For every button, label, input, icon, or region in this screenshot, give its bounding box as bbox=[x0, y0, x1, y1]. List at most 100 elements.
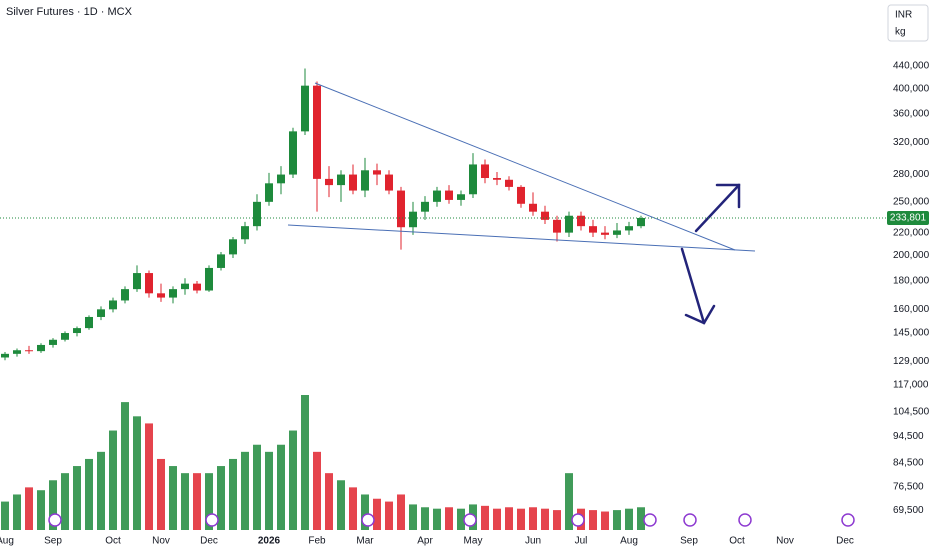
volume-bar bbox=[409, 504, 417, 530]
y-tick-label: 440,000 bbox=[893, 60, 930, 71]
candle-body bbox=[589, 226, 597, 233]
volume-bar bbox=[493, 508, 501, 530]
volume-bar bbox=[37, 490, 45, 530]
candle-body bbox=[409, 211, 417, 228]
candle-body bbox=[1, 353, 9, 358]
y-tick-label: 200,000 bbox=[893, 250, 930, 261]
x-tick-label: Feb bbox=[308, 536, 326, 547]
volume-bar bbox=[109, 430, 117, 530]
unit: kg bbox=[895, 27, 906, 38]
x-tick-label: Sep bbox=[680, 536, 698, 547]
volume-bar bbox=[253, 444, 261, 530]
volume-bar bbox=[457, 508, 465, 530]
x-tick-label: 2026 bbox=[258, 536, 281, 547]
volume-bar bbox=[1, 501, 9, 530]
volume-bar bbox=[49, 480, 57, 530]
y-tick-label: 84,500 bbox=[893, 458, 924, 469]
y-tick-label: 145,000 bbox=[893, 328, 930, 339]
volume-bar bbox=[205, 473, 213, 530]
volume-bar bbox=[613, 510, 621, 530]
volume-bar bbox=[637, 507, 645, 530]
y-tick-label: 220,000 bbox=[893, 227, 930, 238]
candle-body bbox=[145, 273, 153, 294]
volume-bar bbox=[85, 458, 93, 530]
candle-body bbox=[421, 201, 429, 212]
volume-bar bbox=[433, 508, 441, 530]
candle-body bbox=[49, 339, 57, 345]
candle-body bbox=[565, 215, 573, 233]
candle-body bbox=[97, 309, 105, 317]
candle-body bbox=[37, 344, 45, 352]
unit-box[interactable] bbox=[887, 4, 929, 42]
y-tick-label: 76,500 bbox=[893, 482, 924, 493]
event-icons[interactable] bbox=[48, 513, 855, 527]
volume-bar bbox=[193, 473, 201, 530]
candle-body bbox=[205, 267, 213, 291]
volume-bar bbox=[553, 510, 561, 530]
volume-bar bbox=[313, 451, 321, 530]
candle-body bbox=[337, 174, 345, 186]
chart-title: Silver Futures · 1D · MCX bbox=[6, 6, 133, 18]
x-tick-label: Dec bbox=[200, 536, 218, 547]
lower-trendline bbox=[287, 224, 756, 252]
volume-bar bbox=[625, 508, 633, 530]
candle-body bbox=[517, 186, 525, 204]
candle-body bbox=[241, 226, 249, 240]
volume-bar bbox=[229, 458, 237, 530]
candle-body bbox=[13, 350, 21, 354]
candle-body bbox=[61, 333, 69, 340]
volume-bar bbox=[241, 451, 249, 530]
volume-pane bbox=[1, 395, 645, 530]
candle-body bbox=[253, 201, 261, 227]
x-tick-label: Apr bbox=[417, 536, 433, 547]
candle-body bbox=[325, 178, 333, 186]
upper-trendline bbox=[314, 82, 736, 251]
x-tick-label: Nov bbox=[776, 536, 794, 547]
candle-body bbox=[553, 219, 561, 233]
candle-body bbox=[613, 230, 621, 235]
candle-body bbox=[445, 190, 453, 200]
volume-bar bbox=[217, 466, 225, 530]
volume-bar bbox=[97, 451, 105, 530]
candle-body bbox=[397, 190, 405, 228]
candle-body bbox=[601, 232, 609, 235]
y-tick-label: 400,000 bbox=[893, 83, 930, 94]
candle-body bbox=[313, 85, 321, 179]
x-tick-label: Jul bbox=[575, 536, 588, 547]
candle-body bbox=[637, 217, 645, 227]
x-tick-label: Sep bbox=[44, 536, 62, 547]
volume-bar bbox=[421, 507, 429, 530]
candle-body bbox=[625, 226, 633, 231]
candle-body bbox=[457, 194, 465, 200]
candle-body bbox=[229, 239, 237, 255]
y-tick-label: 160,000 bbox=[893, 304, 930, 315]
x-tick-label: Oct bbox=[729, 536, 745, 547]
candle-body bbox=[169, 289, 177, 298]
y-tick-label: 360,000 bbox=[893, 109, 930, 120]
x-tick-label: May bbox=[464, 536, 483, 547]
volume-bar bbox=[265, 451, 273, 530]
volume-bar bbox=[565, 473, 573, 530]
candle-body bbox=[433, 190, 441, 202]
x-tick-label: Dec bbox=[836, 536, 854, 547]
volume-bar bbox=[349, 487, 357, 530]
x-tick-label: Nov bbox=[152, 536, 170, 547]
volume-bar bbox=[133, 416, 141, 530]
candle-body bbox=[361, 170, 369, 191]
candle-body bbox=[121, 289, 129, 301]
candle-body bbox=[577, 215, 585, 227]
volume-bar bbox=[481, 505, 489, 530]
last-price-label: 233,801 bbox=[890, 213, 927, 224]
drawings bbox=[287, 82, 756, 325]
x-tick-label: Aug bbox=[620, 536, 638, 547]
down-arrow bbox=[680, 247, 716, 325]
volume-bar bbox=[145, 423, 153, 530]
volume-bar bbox=[373, 498, 381, 530]
candle-body bbox=[349, 174, 357, 191]
y-tick-label: 129,000 bbox=[893, 356, 930, 367]
volume-bar bbox=[13, 494, 21, 530]
volume-bar bbox=[289, 430, 297, 530]
y-tick-label: 250,000 bbox=[893, 196, 930, 207]
x-tick-label: Jun bbox=[525, 536, 541, 547]
